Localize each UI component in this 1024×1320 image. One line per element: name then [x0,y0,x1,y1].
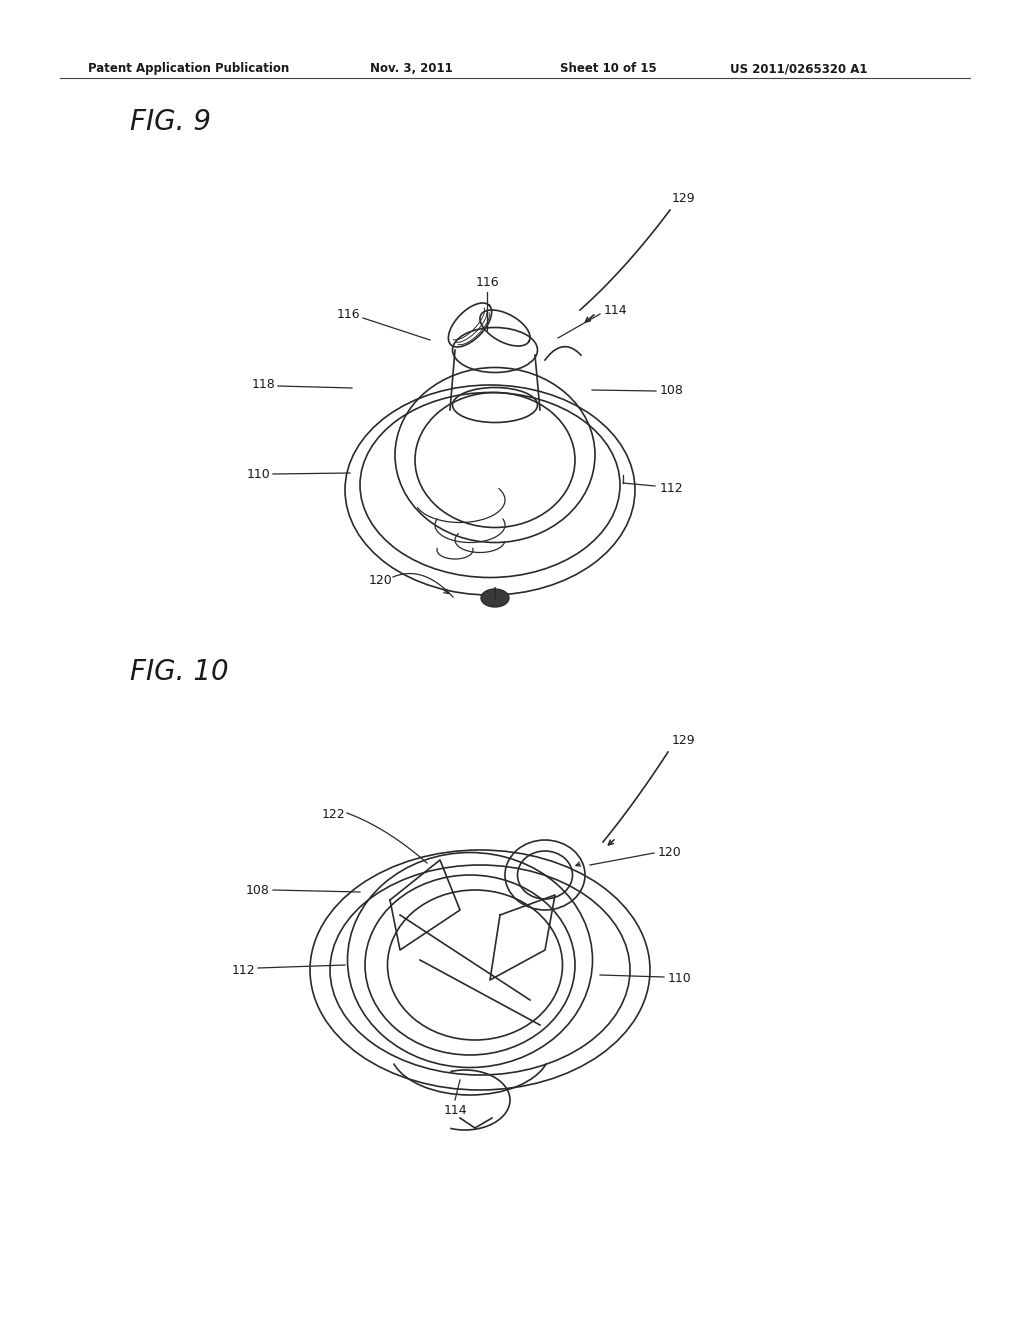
Text: US 2011/0265320 A1: US 2011/0265320 A1 [730,62,867,75]
Text: FIG. 9: FIG. 9 [130,108,211,136]
Text: 120: 120 [369,573,392,586]
Text: FIG. 10: FIG. 10 [130,657,228,686]
Text: 114: 114 [443,1104,467,1117]
Text: 112: 112 [231,964,255,977]
Text: Nov. 3, 2011: Nov. 3, 2011 [370,62,453,75]
Text: 116: 116 [336,309,360,322]
Text: 120: 120 [658,846,682,858]
Text: 129: 129 [672,191,695,205]
Text: 129: 129 [672,734,695,747]
Text: 114: 114 [604,304,628,317]
Text: 110: 110 [246,469,270,482]
Text: 108: 108 [660,384,684,396]
Ellipse shape [481,589,509,607]
Text: Patent Application Publication: Patent Application Publication [88,62,289,75]
Text: 108: 108 [246,883,270,896]
Text: 116: 116 [475,276,499,289]
Text: Sheet 10 of 15: Sheet 10 of 15 [560,62,656,75]
Text: 110: 110 [668,972,692,985]
Text: 122: 122 [322,808,345,821]
Text: 118: 118 [251,379,275,392]
Text: 112: 112 [660,482,684,495]
